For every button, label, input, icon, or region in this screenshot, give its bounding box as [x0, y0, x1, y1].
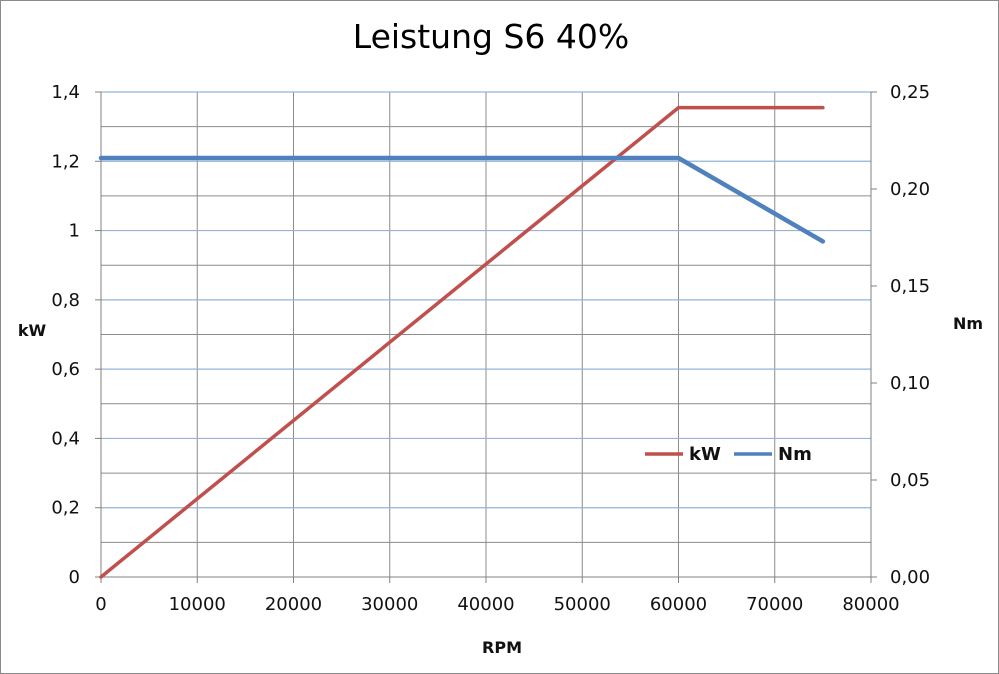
x-tick-label: 70000: [746, 594, 803, 615]
x-tick-label: 30000: [361, 594, 418, 615]
y-right-tick-label: 0,05: [890, 470, 930, 491]
series-line-kw: [99, 105, 825, 579]
y-right-axis-label: Nm: [953, 314, 983, 333]
y-left-tick-label: 0,6: [51, 359, 80, 380]
x-tick-label: 0: [95, 594, 106, 615]
y-left-tick-label: 1,4: [51, 82, 80, 103]
y-right-tick-label: 0,20: [890, 179, 930, 200]
x-axis-label: RPM: [482, 638, 522, 657]
legend-label-kw: kW: [689, 444, 721, 465]
x-tick-label: 10000: [169, 594, 226, 615]
y-left-tick-label: 1: [69, 221, 80, 242]
series-layer: [98, 105, 826, 579]
y-left-tick-label: 0,8: [51, 290, 80, 311]
x-tick-label: 50000: [554, 594, 611, 615]
chart-title: Leistung S6 40%: [353, 17, 629, 56]
tick-layer: 0 10000 20000 30000 40000 50000 60000 70000 8000…: [51, 82, 930, 615]
y-right-tick-label: 0,00: [890, 567, 930, 588]
legend: kW Nm: [645, 444, 812, 465]
x-tick-label: 40000: [457, 594, 514, 615]
y-right-tick-label: 0,25: [890, 82, 930, 103]
y-right-tick-label: 0,15: [890, 276, 930, 297]
x-tick-label: 60000: [650, 594, 707, 615]
y-left-tick-label: 1,2: [51, 151, 80, 172]
y-left-tick-label: 0,2: [51, 498, 80, 519]
axes-layer: [95, 91, 877, 583]
legend-label-nm: Nm: [778, 444, 812, 465]
series-line-nm: [98, 155, 826, 244]
y-left-axis-label: kW: [18, 321, 47, 340]
grid-layer: [101, 91, 872, 577]
y-left-tick-label: 0,4: [51, 428, 80, 449]
y-right-tick-label: 0,10: [890, 373, 930, 394]
y-left-tick-label: 0: [69, 567, 80, 588]
x-tick-label: 80000: [842, 594, 899, 615]
x-tick-label: 20000: [265, 594, 322, 615]
